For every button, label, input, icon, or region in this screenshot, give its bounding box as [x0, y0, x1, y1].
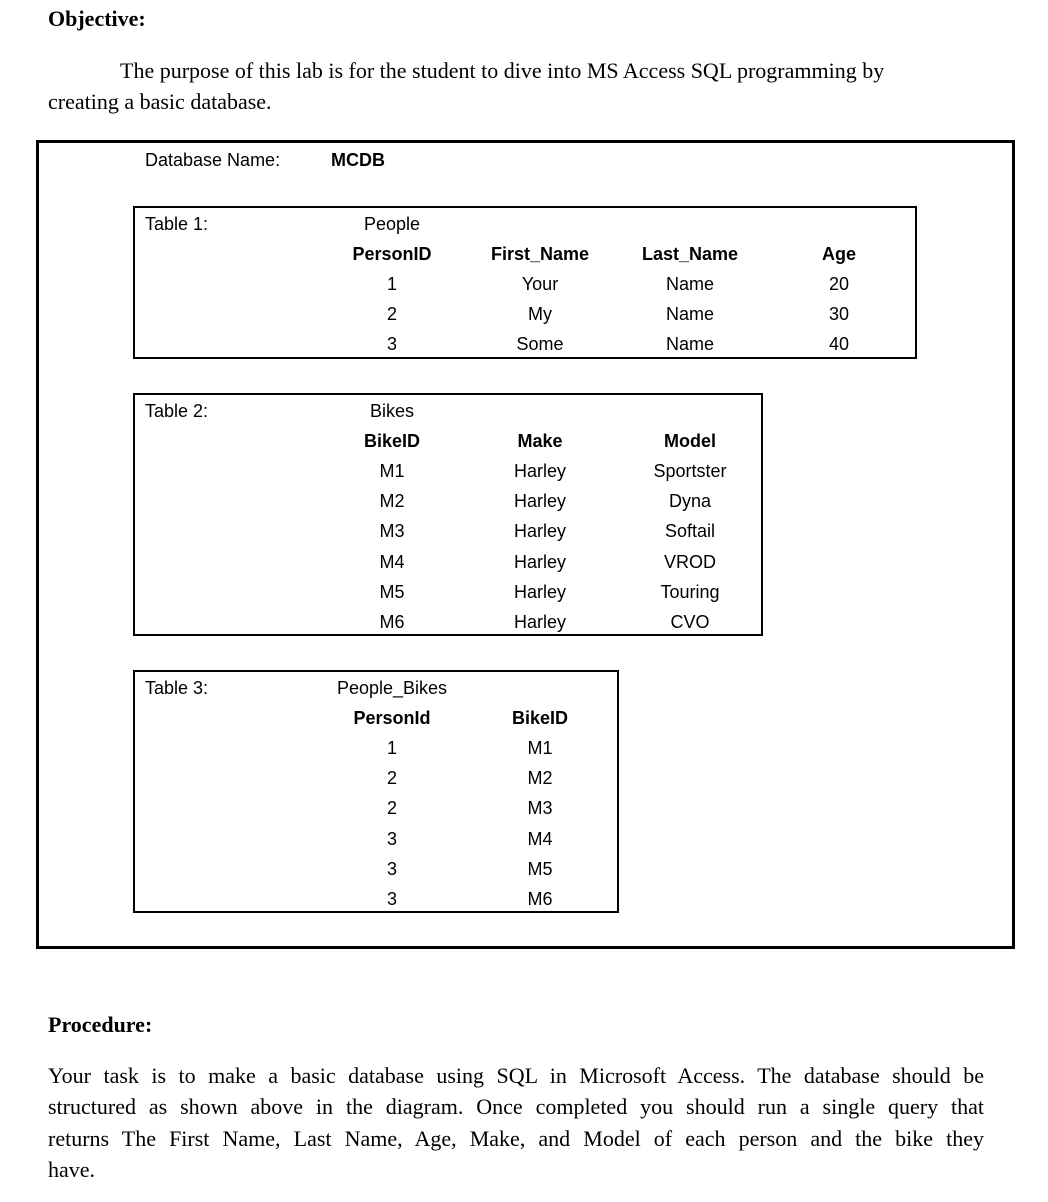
objective-text-line1: The purpose of this lab is for the stude…	[120, 58, 885, 83]
table-cell: 40	[828, 334, 850, 355]
table-label: Table 3:	[145, 678, 209, 698]
column-header: BikeID	[511, 708, 569, 728]
column-header: Age	[821, 244, 857, 264]
procedure-line-1: Your task is to make a basic database us…	[48, 1063, 984, 1088]
objective-heading: Objective:	[48, 6, 146, 31]
table-cell: Dyna	[668, 491, 712, 512]
table-cell: M1	[379, 461, 405, 481]
column-header: Model	[664, 431, 716, 451]
table-cell: Harley	[513, 551, 567, 572]
table-cell: 3	[386, 828, 398, 849]
table-cell: 2	[386, 798, 398, 819]
database-diagram-box	[36, 140, 1015, 949]
table-label: Table 2:	[145, 401, 209, 421]
table-cell: M6	[379, 612, 405, 632]
table-cell: Your	[521, 274, 559, 294]
procedure-line-4: have.	[48, 1157, 96, 1182]
table-cell: 30	[828, 304, 850, 325]
table-cell: 2	[386, 768, 398, 789]
database-name-value: MCDB	[331, 150, 385, 170]
table-cell: Name	[665, 274, 715, 294]
table-cell: M5	[527, 858, 553, 879]
table-cell: M2	[379, 491, 405, 512]
database-name-label: Database Name:	[145, 150, 281, 170]
table-cell: 1	[386, 738, 398, 758]
table-cell: Harley	[513, 491, 567, 512]
column-header: First_Name	[490, 244, 590, 264]
table-name: Bikes	[369, 401, 415, 421]
table-cell: 3	[386, 334, 398, 355]
table-cell: M2	[527, 768, 553, 789]
table-cell: M1	[527, 738, 553, 758]
table-cell: Harley	[513, 612, 567, 632]
table-cell: Name	[665, 304, 715, 325]
table-label: Table 1:	[145, 214, 209, 234]
table-cell: M3	[379, 521, 405, 542]
table-cell: 2	[386, 304, 398, 325]
table-name: People_Bikes	[336, 678, 448, 698]
procedure-heading: Procedure:	[48, 1012, 153, 1037]
table-cell: VROD	[663, 551, 717, 572]
table-cell: 3	[386, 858, 398, 879]
table-cell: Sportster	[653, 461, 727, 481]
table-cell: My	[528, 304, 552, 325]
table-cell: M6	[527, 889, 553, 909]
column-header: BikeID	[363, 431, 421, 451]
procedure-line-3: returns The First Name, Last Name, Age, …	[48, 1126, 984, 1151]
table-cell: M3	[527, 798, 553, 819]
column-header: PersonID	[352, 244, 432, 264]
column-header: Make	[517, 431, 563, 451]
table-box-2	[133, 393, 763, 636]
table-cell: M5	[379, 581, 405, 602]
table-cell: Harley	[513, 581, 567, 602]
table-box-1	[133, 206, 917, 359]
table-cell: 20	[828, 274, 850, 294]
table-cell: Some	[516, 334, 564, 355]
table-cell: Touring	[660, 581, 720, 602]
objective-text-line2: creating a basic database.	[48, 89, 272, 114]
table-cell: 3	[386, 889, 398, 909]
table-cell: Name	[665, 334, 715, 355]
table-cell: CVO	[670, 612, 710, 632]
procedure-line-2: structured as shown above in the diagram…	[48, 1094, 984, 1119]
table-box-3	[133, 670, 619, 913]
table-cell: Harley	[513, 521, 567, 542]
table-cell: Softail	[664, 521, 716, 542]
table-name: People	[363, 214, 421, 234]
table-cell: M4	[527, 828, 553, 849]
column-header: Last_Name	[641, 244, 739, 264]
table-cell: 1	[386, 274, 398, 294]
table-cell: M4	[379, 551, 405, 572]
column-header: PersonId	[353, 708, 431, 728]
table-cell: Harley	[513, 461, 567, 481]
